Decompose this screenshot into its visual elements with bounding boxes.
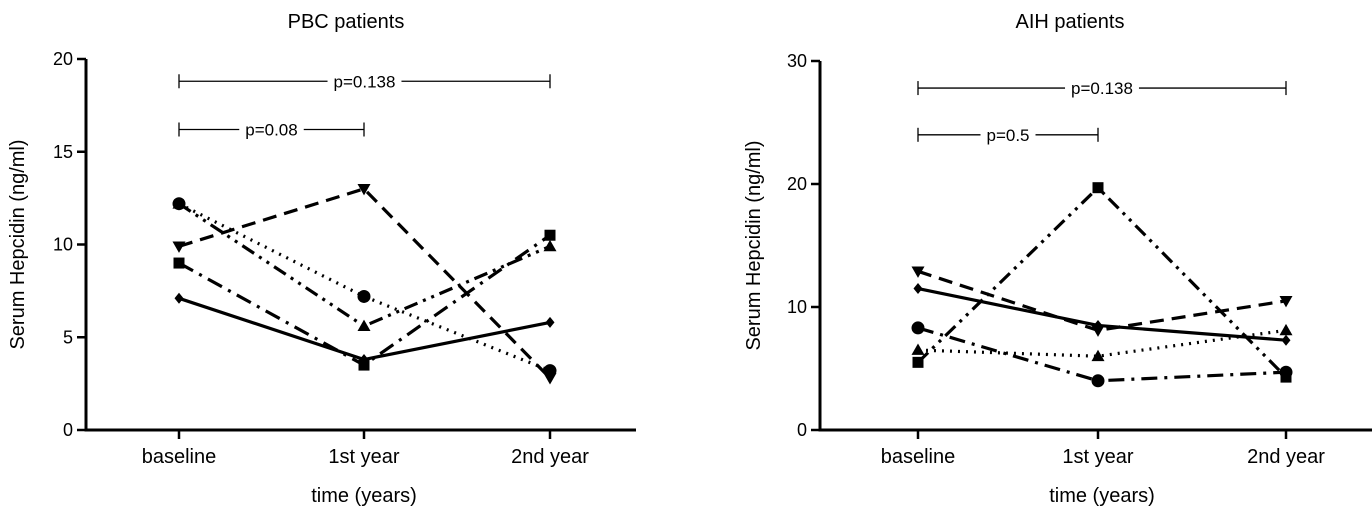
series-square <box>173 229 556 371</box>
x-tick-label: 2nd year <box>511 446 589 468</box>
aih-chart-panel: AIH patients 0 10 20 30 baseline 1st year 2nd y… <box>743 11 1372 507</box>
pvalue-bracket: p=0.138 <box>917 79 1287 98</box>
y-tick-label: 15 <box>53 142 73 162</box>
x-tick-label: 1st year <box>328 446 399 468</box>
y-tick-label: 10 <box>787 297 807 317</box>
triangle-up-marker <box>357 319 371 331</box>
series-line <box>178 202 551 328</box>
y-axis-label: Serum Hepcidin (ng/ml) <box>7 139 29 349</box>
x-tick-label: 1st year <box>1062 446 1133 468</box>
y-tick-label: 0 <box>63 420 73 440</box>
chart-title: PBC patients <box>288 11 405 33</box>
triangle-down-marker <box>543 373 557 385</box>
pbc-chart-panel: PBC patients 0 5 10 15 20 baseline 1st year 2nd … <box>7 11 636 507</box>
diamond-marker <box>1281 334 1291 346</box>
pvalue-label: p=0.138 <box>334 72 396 91</box>
series-circle <box>172 197 557 378</box>
triangle-down-marker <box>1279 295 1293 308</box>
series-triangle-up <box>172 197 557 331</box>
series-square <box>912 182 1292 383</box>
diamond-marker <box>174 292 184 304</box>
triangle-down-marker <box>172 241 186 253</box>
pvalue-bracket: p=0.138 <box>178 72 551 91</box>
x-tick-label: 2nd year <box>1247 446 1325 468</box>
chart-title: AIH patients <box>1016 11 1125 33</box>
y-tick-label: 0 <box>797 420 807 440</box>
x-tick-label: baseline <box>142 446 217 468</box>
square-marker <box>1092 182 1104 194</box>
diamond-marker <box>1093 319 1103 331</box>
square-marker <box>544 229 556 241</box>
diamond-marker <box>545 316 555 328</box>
series-triangle-up <box>911 323 1293 362</box>
series-diamond <box>913 283 1291 346</box>
triangle-down-marker <box>357 183 371 196</box>
square-marker <box>358 359 370 371</box>
series-diamond <box>174 292 555 366</box>
series-line <box>917 286 1287 342</box>
y-tick-label: 20 <box>787 174 807 194</box>
triangle-up-marker <box>172 197 186 209</box>
x-axis-label: time (years) <box>311 485 417 507</box>
series-line <box>916 186 1288 379</box>
x-axis-label: time (years) <box>1049 485 1155 507</box>
square-marker <box>912 356 924 368</box>
y-tick-label: 5 <box>63 327 73 347</box>
square-marker <box>173 257 185 269</box>
pvalue-bracket: p=0.5 <box>917 126 1099 145</box>
circle-marker <box>911 321 925 335</box>
diamond-marker <box>359 354 369 366</box>
y-tick-label: 10 <box>53 235 73 255</box>
pvalue-bracket: p=0.08 <box>178 120 365 139</box>
triangle-up-marker <box>911 343 925 355</box>
circle-marker <box>357 289 371 303</box>
y-tick-label: 30 <box>787 51 807 71</box>
triangle-up-marker <box>1279 323 1293 336</box>
y-tick-label: 20 <box>53 49 73 69</box>
triangle-up-marker <box>543 239 557 252</box>
series-line <box>178 202 551 373</box>
triangle-down-marker <box>911 266 925 278</box>
circle-marker <box>1091 374 1105 388</box>
x-tick-label: baseline <box>881 446 956 468</box>
diamond-marker <box>913 283 923 295</box>
pvalue-label: p=0.138 <box>1071 79 1133 98</box>
triangle-up-marker <box>1091 349 1105 362</box>
series-line <box>178 187 552 380</box>
triangle-down-marker <box>1091 325 1105 337</box>
y-axis-label: Serum Hepcidin (ng/ml) <box>743 140 765 350</box>
square-marker <box>1280 371 1292 383</box>
pvalue-label: p=0.08 <box>245 120 297 139</box>
pvalue-label: p=0.5 <box>986 126 1029 145</box>
series-triangle-down <box>172 183 557 385</box>
